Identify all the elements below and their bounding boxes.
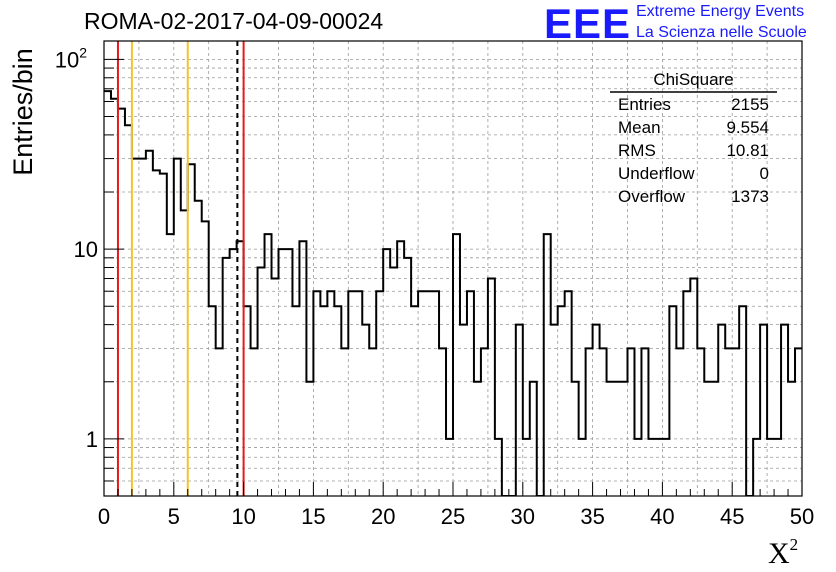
histogram-bins (104, 90, 802, 496)
x-tick-label: 15 (301, 504, 325, 529)
x-tick-label: 45 (720, 504, 744, 529)
logo-text-line2: La Scienza nelle Scuole (636, 24, 807, 41)
reference-lines (116, 41, 245, 496)
stats-row-label: RMS (618, 141, 656, 160)
y-tick-label-base: 10 (55, 47, 79, 72)
x-axis-label: X2 (768, 535, 798, 570)
y-tick-label: 102 (55, 44, 87, 72)
histogram-outline (104, 90, 802, 496)
y-tick-label: 1 (86, 427, 98, 452)
stats-row-value: 9.554 (726, 118, 769, 137)
x-tick-label: 10 (231, 504, 255, 529)
stats-row-label: Entries (618, 95, 671, 114)
x-tick-label: 25 (441, 504, 465, 529)
x-tick-label: 40 (650, 504, 674, 529)
stats-row-value: 10.81 (726, 141, 769, 160)
eee-logo: EEE (544, 0, 632, 47)
logo-text-line1: Extreme Energy Events (636, 3, 805, 20)
stats-row-label: Underflow (618, 164, 695, 183)
x-tick-label: 30 (511, 504, 535, 529)
x-axis-label-base: X (768, 537, 790, 570)
stats-row-label: Overflow (618, 187, 686, 206)
stats-row-value: 0 (760, 164, 769, 183)
y-axis-label-group: Entries/bin (8, 48, 38, 176)
x-tick-label: 0 (98, 504, 110, 529)
stats-box-title: ChiSquare (653, 70, 733, 89)
x-tick-label: 35 (580, 504, 604, 529)
y-tick-label: 10 (74, 237, 98, 262)
stats-box: ChiSquare Entries 2155 Mean 9.554 RMS 10.81 Und… (610, 70, 777, 206)
x-axis-label-sup: 2 (790, 535, 799, 554)
stats-row-value: 2155 (731, 95, 769, 114)
stats-row-value: 1373 (731, 187, 769, 206)
x-tick-label: 20 (371, 504, 395, 529)
y-axis-label: Entries/bin (8, 48, 38, 176)
y-tick-label-sup: 2 (79, 44, 87, 60)
plot-title: ROMA-02-2017-04-09-00024 (84, 8, 384, 34)
stats-row-label: Mean (618, 118, 661, 137)
x-tick-label: 50 (790, 504, 814, 529)
x-tick-label: 5 (168, 504, 180, 529)
